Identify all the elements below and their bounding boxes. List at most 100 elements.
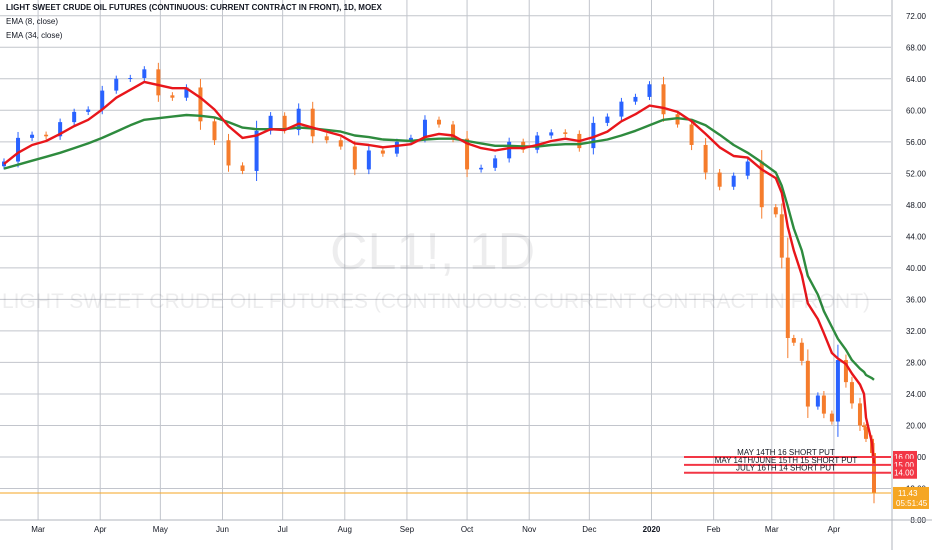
candle-body [861, 425, 866, 428]
candle-body [849, 382, 854, 404]
price-tick-label: 44.00 [906, 232, 927, 241]
ema-fast-line [3, 80, 876, 464]
price-tick-label: 60.00 [906, 106, 927, 115]
candle-body [30, 134, 35, 138]
candle-body [394, 141, 399, 154]
candle-body [493, 158, 498, 168]
last-price-label: 11.43 [898, 489, 918, 498]
time-tick-label: Mar [765, 525, 779, 534]
time-tick-label: Aug [338, 525, 352, 534]
candle-body [142, 69, 147, 78]
time-tick-label: Apr [828, 525, 841, 534]
candle-body [661, 84, 666, 115]
candle-body [591, 122, 596, 149]
candle-body [821, 395, 826, 414]
candle-body [72, 111, 77, 123]
time-tick-label: Apr [94, 525, 107, 534]
time-tick-label: Oct [461, 525, 474, 534]
candle-body [338, 140, 343, 147]
price-tick-label: 20.00 [906, 421, 927, 430]
candle-body [16, 137, 21, 162]
level-price-tag-label: 15.00 [894, 461, 915, 470]
candle-body [785, 257, 790, 338]
ema-fast-legend[interactable]: EMA (8, close) [6, 17, 59, 26]
candle-body [156, 69, 161, 96]
candle-body [310, 108, 315, 137]
candle-body [324, 136, 329, 141]
time-tick-label: Feb [707, 525, 721, 534]
candle-body [805, 360, 810, 407]
candle-body [58, 122, 63, 137]
candle-body [437, 119, 441, 125]
watermark-symbol: CL1!, 1D [330, 223, 536, 281]
candle-body [465, 138, 470, 170]
time-tick-label: Jun [216, 525, 229, 534]
candle-body [857, 403, 862, 426]
candle-body [843, 360, 848, 383]
price-tick-label: 40.00 [906, 264, 927, 273]
ema-slow-line [3, 113, 875, 381]
candle-body [717, 172, 722, 187]
time-tick-label: Mar [31, 525, 45, 534]
candle-body [282, 115, 287, 130]
candle-body [549, 132, 554, 136]
candle-body [619, 101, 624, 117]
chart-title: LIGHT SWEET CRUDE OIL FUTURES (CONTINUOU… [6, 3, 382, 12]
candle-body [44, 134, 49, 137]
candle-body [254, 130, 259, 171]
ema-lines [3, 80, 876, 464]
candle-body [198, 87, 203, 122]
candle-body [170, 95, 175, 98]
candle-body [114, 78, 119, 91]
watermark-description: LIGHT SWEET CRUDE OIL FUTURES (CONTINUOU… [2, 290, 871, 313]
price-tick-label: 68.00 [906, 43, 927, 52]
candle-body [773, 207, 778, 215]
candle-body [835, 360, 840, 422]
candle-body [703, 144, 708, 173]
candle-body [212, 121, 217, 141]
level-price-tag-label: 14.00 [894, 469, 915, 478]
time-tick-label: Jul [278, 525, 288, 534]
candle-body [479, 167, 484, 170]
level-label: JULY 16TH 14 SHORT PUT [736, 464, 836, 473]
time-tick-label: 2020 [643, 525, 661, 534]
candle-body [366, 150, 371, 170]
candle-body [605, 116, 610, 123]
time-axis[interactable]: Mar Apr May Jun Jul Aug Sep Oct Nov Dec 2020 Feb Mar… [0, 519, 932, 534]
level-price-tag [893, 466, 917, 479]
candle-body [422, 119, 427, 138]
time-tick-label: Dec [582, 525, 596, 534]
price-tick-label: 56.00 [906, 138, 927, 147]
candle-body [689, 124, 694, 145]
candle-body [731, 175, 736, 187]
candle-body [779, 214, 784, 258]
price-tick-label: 64.00 [906, 75, 927, 84]
price-tick-label: 72.00 [906, 12, 927, 21]
candle-body [563, 132, 568, 134]
candle-body [380, 150, 385, 154]
candle-body [296, 108, 301, 130]
level-label: MAY 14TH/JUNE 15TH 15 SHORT PUT [715, 456, 858, 465]
candles [2, 62, 876, 504]
candle-body [184, 87, 189, 98]
candle-body [791, 338, 796, 343]
candle-body [226, 140, 231, 166]
ema-slow-legend[interactable]: EMA (34, close) [6, 31, 63, 40]
time-tick-label: Sep [400, 525, 415, 534]
price-tick-label: 36.00 [906, 295, 927, 304]
price-axis[interactable]: 72.00 68.00 64.00 60.00 56.00 52.00 48.00 44.00… [891, 0, 929, 550]
candle-body [100, 90, 105, 110]
grid [0, 0, 891, 521]
price-tick-label: 28.00 [906, 358, 927, 367]
candle-body [829, 413, 834, 422]
level-label: MAY 14TH 16 SHORT PUT [737, 448, 835, 457]
level-price-tag-label: 16.00 [894, 453, 915, 462]
candle-body [86, 109, 91, 112]
candle-body [745, 161, 750, 176]
candle-body [633, 96, 638, 102]
candle-body [451, 124, 456, 139]
candle-body [647, 84, 652, 97]
price-tick-label: 48.00 [906, 201, 927, 210]
